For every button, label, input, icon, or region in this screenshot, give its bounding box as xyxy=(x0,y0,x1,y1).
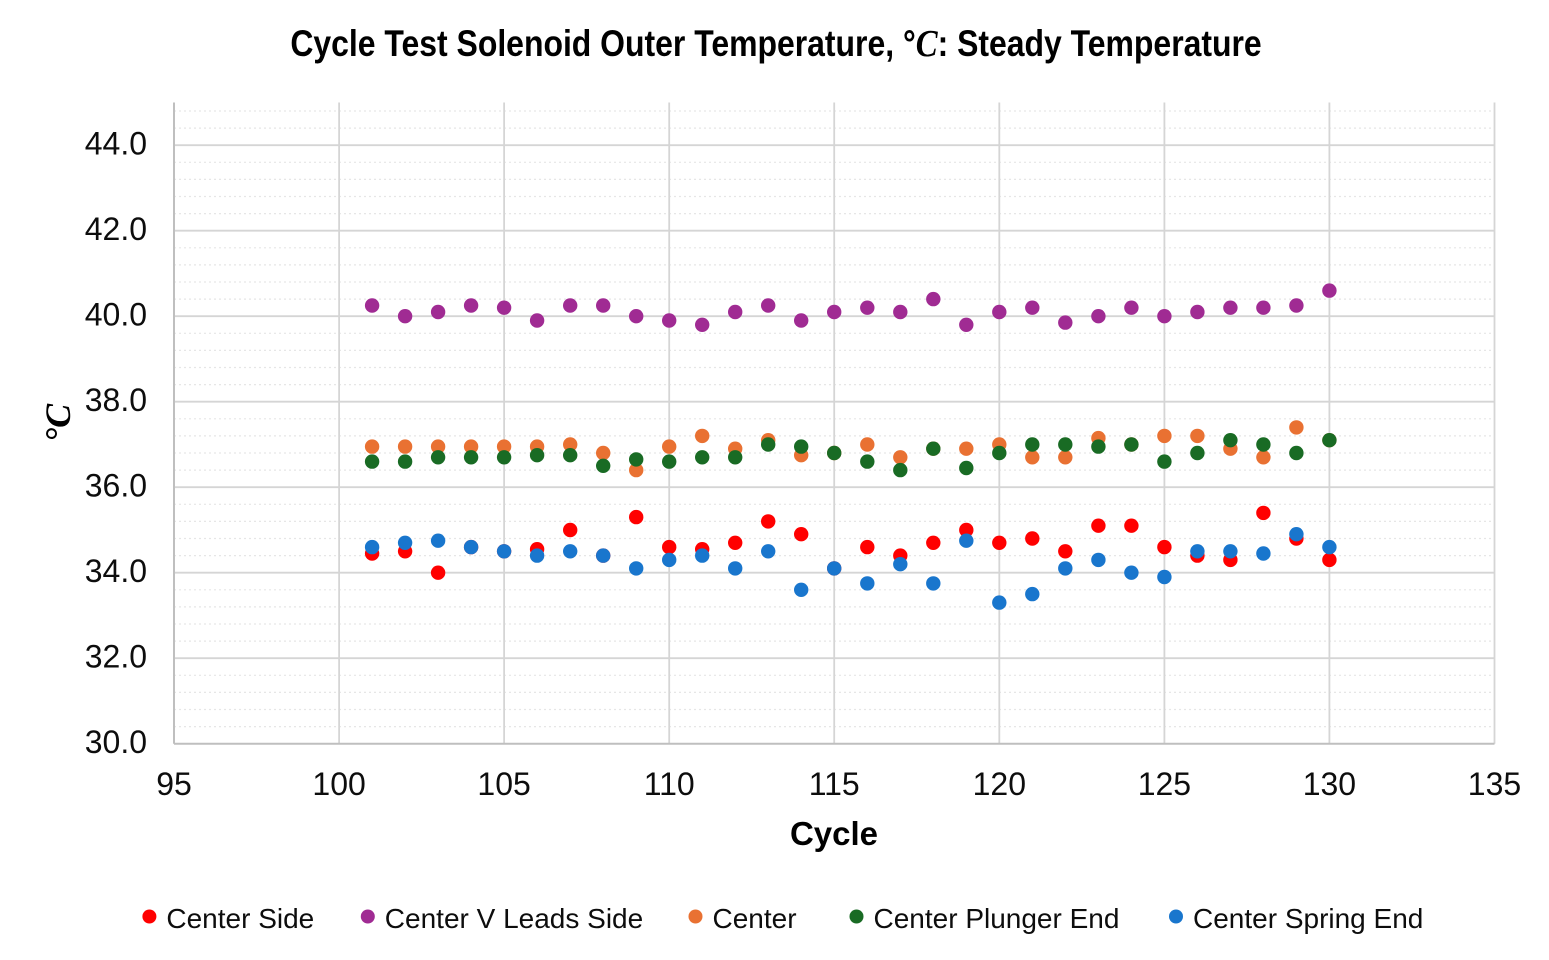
svg-text:32.0: 32.0 xyxy=(85,639,147,675)
svg-text:130: 130 xyxy=(1303,766,1356,802)
svg-text:Center Spring End: Center Spring End xyxy=(1193,903,1423,934)
svg-text:Center Side: Center Side xyxy=(166,903,314,934)
svg-text:42.0: 42.0 xyxy=(85,211,147,247)
svg-text:115: 115 xyxy=(809,766,860,802)
svg-text:Center Plunger End: Center Plunger End xyxy=(874,903,1120,934)
svg-text:95: 95 xyxy=(156,766,192,802)
svg-text:38.0: 38.0 xyxy=(85,382,147,418)
svg-text:34.0: 34.0 xyxy=(85,553,147,589)
svg-text:Center: Center xyxy=(713,903,797,934)
svg-text:105: 105 xyxy=(477,766,530,802)
svg-text:°C: °C xyxy=(38,403,78,442)
svg-text:135: 135 xyxy=(1468,766,1521,802)
svg-text:Cycle Test Solenoid Outer Temp: Cycle Test Solenoid Outer Temperature, °… xyxy=(290,22,1261,65)
svg-text:110: 110 xyxy=(644,766,695,802)
svg-text:30.0: 30.0 xyxy=(85,724,147,760)
svg-text:125: 125 xyxy=(1138,766,1191,802)
svg-text:Cycle: Cycle xyxy=(790,815,878,852)
svg-text:44.0: 44.0 xyxy=(85,126,147,162)
svg-text:40.0: 40.0 xyxy=(85,297,147,333)
svg-text:36.0: 36.0 xyxy=(85,468,147,504)
svg-text:120: 120 xyxy=(973,766,1026,802)
svg-text:100: 100 xyxy=(312,766,365,802)
svg-text:Center V Leads Side: Center V Leads Side xyxy=(385,903,643,934)
